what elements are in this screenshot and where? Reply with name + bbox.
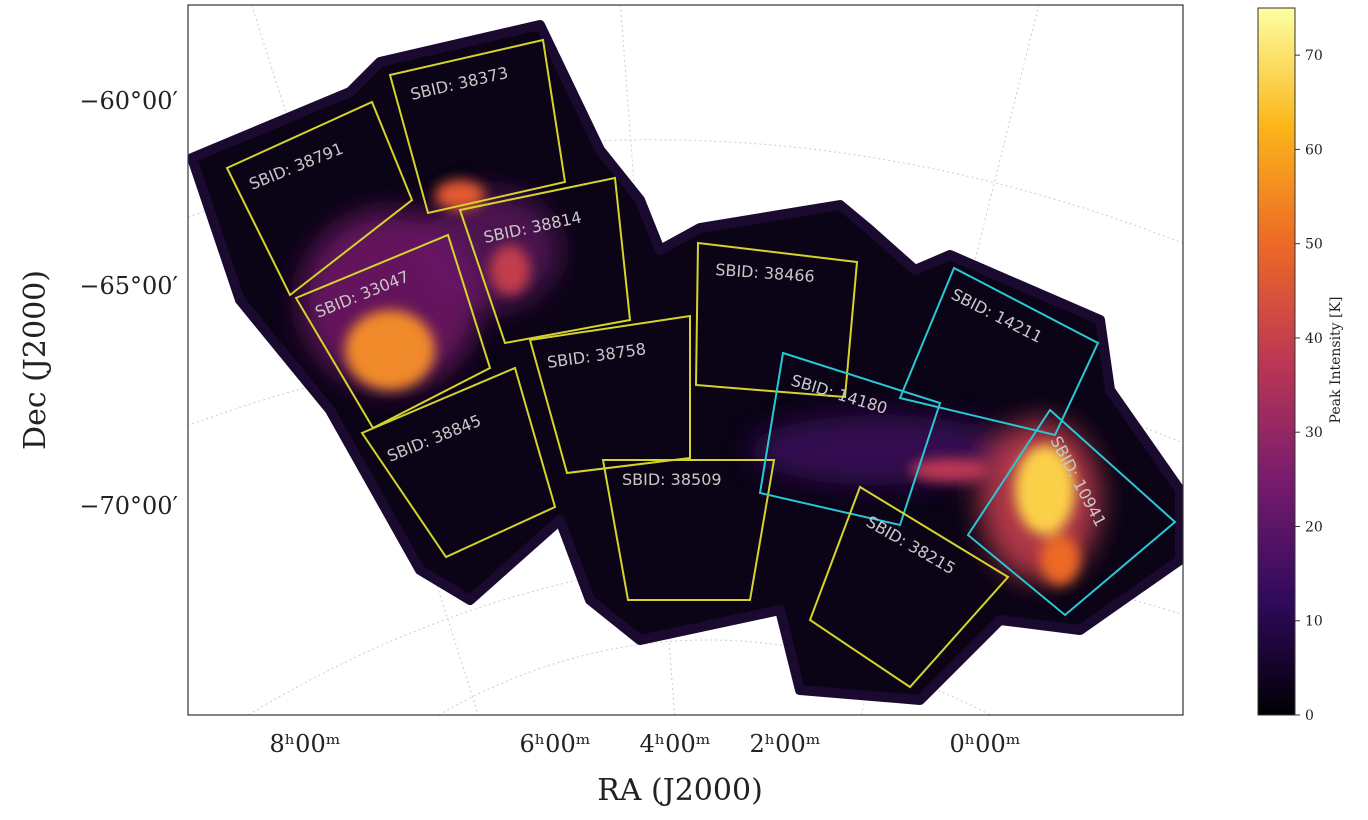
x-tick-label: 8ʰ00ᵐ: [270, 730, 341, 758]
x-axis-label: RA (J2000): [597, 773, 763, 808]
field-label: SBID: 38509: [622, 470, 722, 489]
colorbar-label: Peak Intensity [K]: [1328, 297, 1344, 424]
colorbar-tick-label: 40: [1305, 331, 1323, 347]
figure: SBID: 38373SBID: 38791SBID: 38814SBID: 3…: [0, 0, 1368, 820]
colorbar-tick-label: 20: [1305, 519, 1323, 535]
x-tick-label: 2ʰ00ᵐ: [750, 730, 821, 758]
sky-image: [150, 0, 1200, 720]
colorbar-tick-label: 70: [1305, 48, 1323, 64]
colorbar-tick-label: 50: [1305, 237, 1323, 253]
x-tick-label: 6ʰ00ᵐ: [520, 730, 591, 758]
y-axis-label: Dec (J2000): [18, 270, 53, 450]
x-tick-label: 4ʰ00ᵐ: [640, 730, 711, 758]
y-tick-label: −70°00′: [79, 492, 178, 520]
colorbar-tick-label: 30: [1305, 425, 1323, 441]
y-tick-label: −65°00′: [79, 272, 178, 300]
x-tick-label: 0ʰ00ᵐ: [950, 730, 1021, 758]
colorbar-tick-label: 10: [1305, 614, 1323, 630]
colorbar-tick-label: 60: [1305, 142, 1323, 158]
colorbar-tick-label: 0: [1305, 708, 1314, 724]
y-tick-label: −60°00′: [79, 87, 178, 115]
colorbar: [1258, 8, 1295, 715]
